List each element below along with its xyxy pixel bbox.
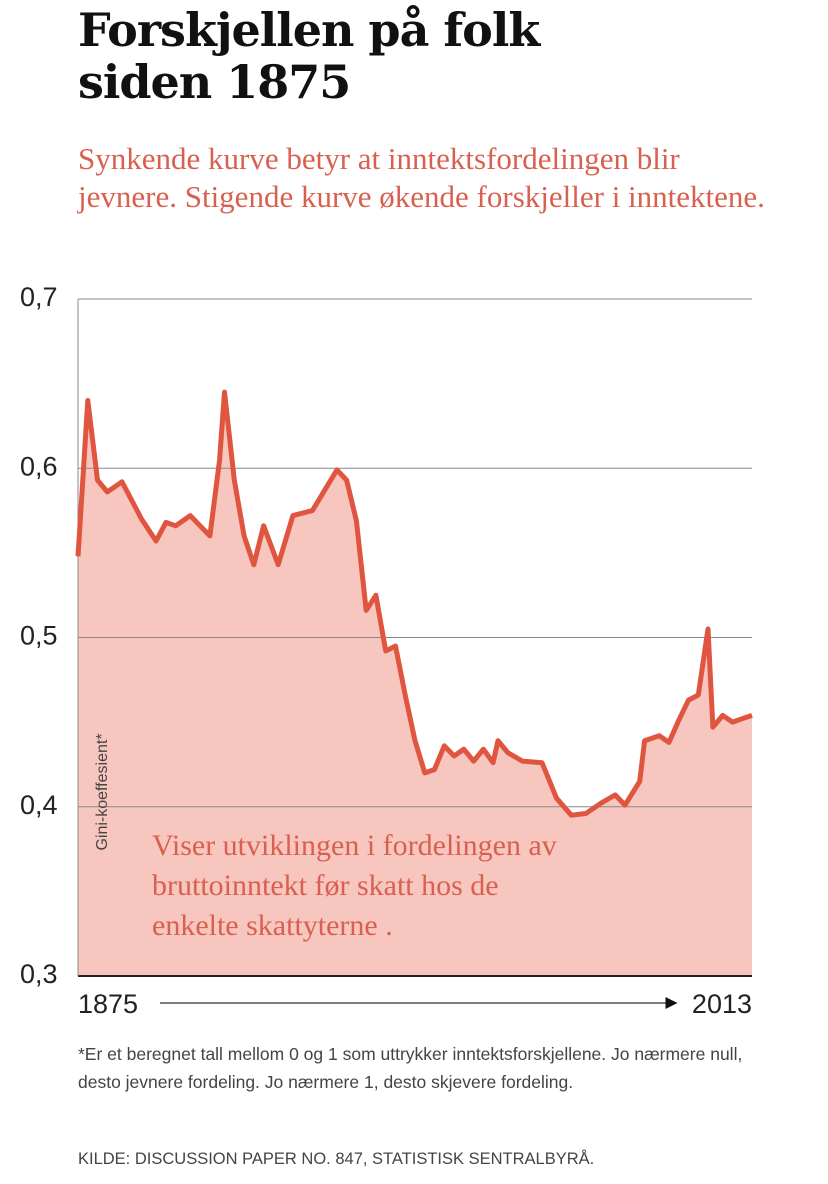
y-tick-label: 0,4 xyxy=(20,790,58,820)
source: KILDE: DISCUSSION PAPER NO. 847, STATIST… xyxy=(78,1150,595,1168)
line xyxy=(75,389,753,818)
chart-subtitle: Synkende kurve betyr at inntektsfordelin… xyxy=(78,141,765,214)
area xyxy=(78,392,752,977)
annotation: Viser utviklingen i fordelingen av brutt… xyxy=(152,829,557,942)
x-tick-label: 2013 xyxy=(692,989,752,1019)
x-tick-label: 1875 xyxy=(78,989,138,1019)
y-tick-label: 0,5 xyxy=(20,621,58,651)
chart-title: Forskjellen på folk siden 1875 xyxy=(78,3,540,109)
footnote: *Er et beregnet tall mellom 0 og 1 som u… xyxy=(78,1044,743,1092)
y-tick-label: 0,3 xyxy=(20,959,58,989)
y-tick-label: 0,6 xyxy=(20,451,58,481)
y-axis-label: Gini-koeffesient* xyxy=(94,733,111,850)
y-tick-label: 0,7 xyxy=(20,282,58,312)
